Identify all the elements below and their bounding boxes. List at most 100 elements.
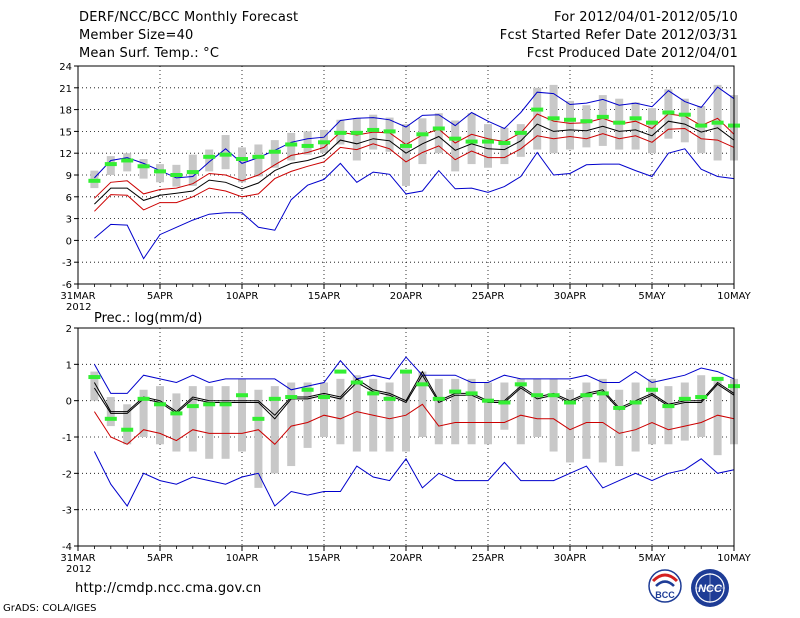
x-tick-label: 31MAR: [60, 553, 95, 564]
source-url[interactable]: http://cmdp.ncc.cma.gov.cn: [75, 581, 262, 596]
member-size: Member Size=40: [79, 28, 194, 43]
x-tick-label: 10MAY: [717, 291, 751, 302]
spread-bar: [139, 159, 148, 179]
observed-marker: [121, 427, 134, 432]
spread-bar: [713, 378, 722, 456]
observed-marker: [334, 130, 347, 135]
ncc-logo: NCC: [691, 569, 729, 607]
observed-marker: [531, 107, 544, 112]
spread-bar: [287, 132, 296, 161]
spread-bar: [287, 382, 296, 467]
spread-bar: [385, 117, 394, 152]
observed-marker: [629, 400, 642, 405]
observed-marker: [547, 116, 560, 121]
y-tick-label: 2: [66, 324, 72, 335]
observed-marker: [482, 139, 494, 144]
spread-bar: [205, 386, 214, 459]
min-line: [94, 148, 735, 260]
observed-marker: [400, 143, 412, 148]
observed-marker: [137, 164, 150, 169]
bcc-logo: BCC: [648, 569, 682, 603]
panel1-title: Mean Surf. Temp.: °C: [79, 46, 220, 61]
spread-bar: [434, 113, 443, 154]
y-tick-label: -4: [62, 542, 72, 553]
spread-bar: [238, 378, 246, 452]
observed-marker: [662, 404, 675, 409]
spread-bar: [533, 378, 542, 437]
spread-bar: [221, 386, 230, 459]
spread-bar: [500, 127, 509, 165]
spread-bar: [467, 113, 476, 165]
spread-bar: [648, 378, 656, 445]
x-tick-label: 10APR: [226, 553, 259, 564]
spread-bar: [270, 386, 279, 474]
observed-marker: [564, 400, 576, 405]
x-tick-label: 10MAY: [717, 553, 751, 564]
observed-marker: [219, 402, 232, 407]
observed-marker: [432, 396, 445, 401]
x-tick-label: 20APR: [390, 291, 423, 302]
header-left: DERF/NCC/BCC Monthly Forecast Member Siz…: [79, 9, 298, 63]
observed-marker: [449, 136, 462, 141]
observed-marker: [236, 157, 248, 162]
y-tick-label: 21: [59, 84, 72, 95]
spread-bar: [467, 378, 476, 445]
x-tick-label: 20APR: [390, 553, 423, 564]
max-line: [94, 86, 735, 179]
spread-bar: [680, 98, 689, 143]
observed-marker: [711, 376, 724, 381]
x-tick-label: 10APR: [226, 291, 259, 302]
spread-bar: [631, 102, 640, 150]
observed-marker: [531, 393, 544, 398]
observed-marker: [596, 391, 609, 396]
x-tick-label: 5MAY: [638, 553, 666, 564]
observed-marker: [432, 126, 445, 131]
spread-bar: [254, 144, 263, 177]
spread-bar: [352, 375, 361, 452]
median-line: [94, 120, 735, 205]
spread-bar: [402, 124, 410, 186]
x-tick-label: 5APR: [147, 291, 173, 302]
ncc-logo-text: NCC: [698, 583, 723, 595]
spread-bar: [385, 382, 394, 452]
observed-marker: [350, 380, 363, 385]
observed-marker: [383, 129, 396, 134]
spread-bar: [615, 389, 624, 467]
observed-marker: [236, 393, 248, 398]
y-tick-label: 12: [59, 149, 72, 160]
x-tick-label: 15APR: [308, 291, 341, 302]
observed-marker: [203, 402, 216, 407]
y-tick-label: 9: [66, 171, 72, 182]
spread-bar: [402, 371, 410, 452]
observed-marker: [301, 143, 314, 148]
observed-marker: [252, 154, 265, 159]
spread-bar: [582, 105, 591, 148]
x-tick-label: 5APR: [147, 553, 173, 564]
observed-marker: [662, 110, 675, 115]
observed-marker: [154, 169, 166, 174]
spread-bar: [336, 378, 345, 445]
y-tick-label: -1: [62, 433, 72, 444]
observed-marker: [121, 158, 134, 163]
forecast-period: For 2012/04/01-2012/05/10: [554, 10, 738, 25]
spread-bar: [434, 378, 443, 445]
lower-quartile-line: [94, 127, 735, 212]
observed-marker: [465, 391, 478, 396]
observed-marker: [514, 382, 527, 387]
observed-marker: [498, 400, 511, 405]
spread-bar: [156, 386, 164, 445]
chart-panel-2: -4 -3 -2 -1 0 1 2 31MAR 5APR 10APR 15APR 20APR 25APR…: [60, 311, 751, 575]
spread-bar: [451, 378, 460, 445]
header-right: For 2012/04/01-2012/05/10 Fcst Started R…: [500, 9, 738, 63]
observed-marker: [695, 123, 708, 128]
x-tick-label: 31MAR: [60, 291, 95, 302]
lower-quartile-line: [93, 403, 735, 446]
x-tick-label: 30APR: [554, 291, 587, 302]
observed-marker: [596, 114, 609, 119]
x-year-label: 2012: [66, 302, 91, 313]
spread-bar: [320, 382, 328, 437]
y-tick-label: 15: [59, 127, 72, 138]
observed-marker: [564, 117, 576, 122]
x-tick-label: 30APR: [554, 553, 587, 564]
observed-marker: [88, 178, 101, 183]
